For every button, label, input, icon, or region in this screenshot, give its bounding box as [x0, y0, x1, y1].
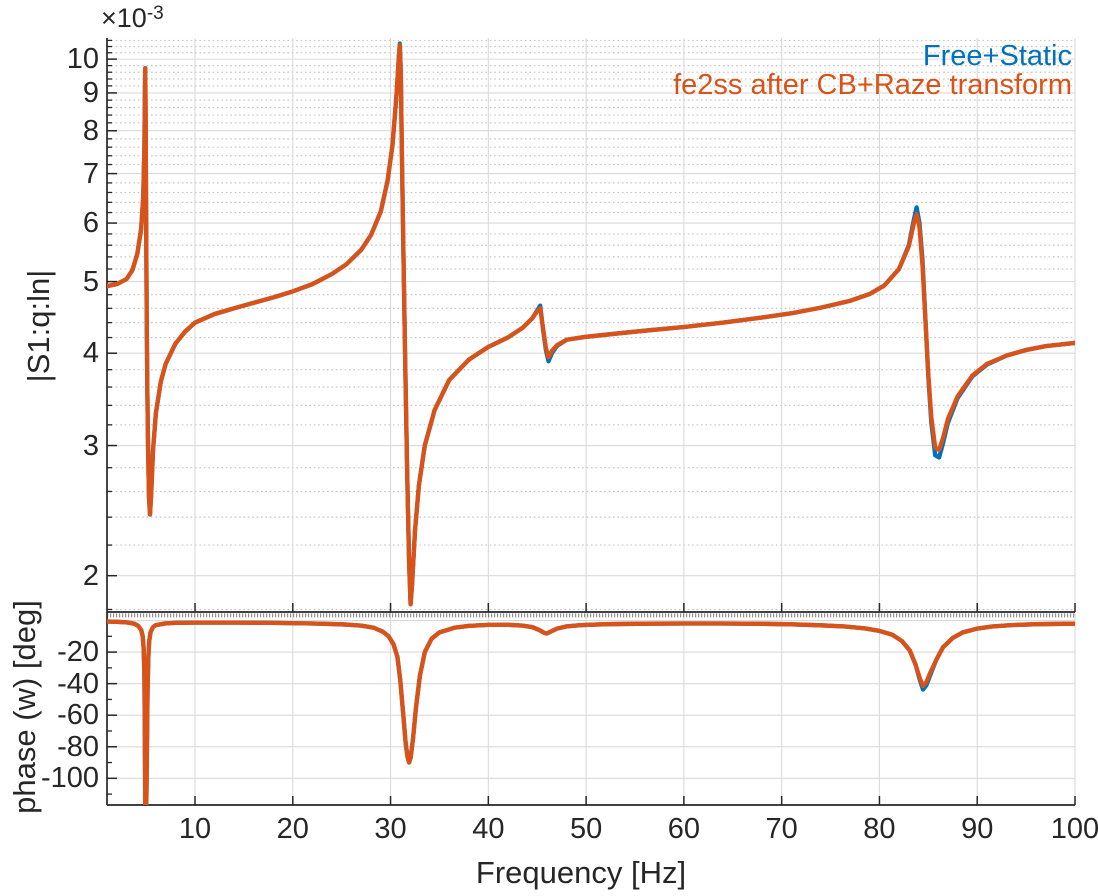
phase-y-tick--80: -80 [57, 730, 99, 763]
magnitude-minor-grid [107, 39, 1075, 611]
legend-entry-free-static: Free+Static [922, 40, 1072, 72]
magnitude-y-tick-8: 8 [82, 114, 99, 147]
magnitude-y-tick-10: 10 [66, 43, 99, 76]
x-tick-30: 30 [374, 813, 407, 845]
magnitude-y-tick-9: 9 [82, 76, 99, 109]
magnitude-y-tick-2: 2 [82, 559, 99, 592]
legend-entry-fe2ss-cb-raze: fe2ss after CB+Raze transform [673, 69, 1072, 101]
phase-y-tick--100: -100 [40, 762, 99, 795]
magnitude-y-tick-4: 4 [82, 337, 99, 370]
magnitude-y-axis-label: |S1:q:ln| [21, 269, 56, 383]
x-tick-40: 40 [472, 813, 505, 845]
x-tick-50: 50 [569, 813, 603, 845]
magnitude-y-tick-7: 7 [82, 157, 99, 190]
magnitude-curve-fe2ss [107, 42, 1075, 607]
phase-y-tick--40: -40 [57, 667, 99, 700]
x-tick-60: 60 [667, 813, 700, 845]
x-tick-70: 70 [765, 813, 798, 845]
legend: Free+Static fe2ss after CB+Raze transfor… [673, 42, 1072, 100]
magnitude-curve-free-static [107, 41, 1075, 607]
x-axis-label: Frequency [Hz] [475, 855, 687, 890]
phase-y-tick--60: -60 [57, 699, 99, 732]
axes-spines-and-ticks [106, 38, 1076, 806]
y-axis-exponent-label: ×10-3 [101, 3, 164, 34]
phase-y-tick--20: -20 [57, 636, 99, 669]
x-tick-10: 10 [178, 813, 212, 845]
magnitude-y-tick-3: 3 [82, 429, 99, 462]
x-tick-80: 80 [863, 813, 896, 845]
magnitude-y-tick-5: 5 [82, 265, 99, 298]
exponent-multiplier: ×10 [101, 3, 147, 33]
phase-curve-fe2ss [107, 619, 1075, 805]
x-tick-90: 90 [961, 813, 994, 845]
x-tick-20: 20 [276, 813, 309, 845]
x-tick-100: 100 [1050, 813, 1098, 845]
magnitude-y-tick-6: 6 [82, 207, 99, 240]
exponent-power: -3 [146, 3, 164, 24]
